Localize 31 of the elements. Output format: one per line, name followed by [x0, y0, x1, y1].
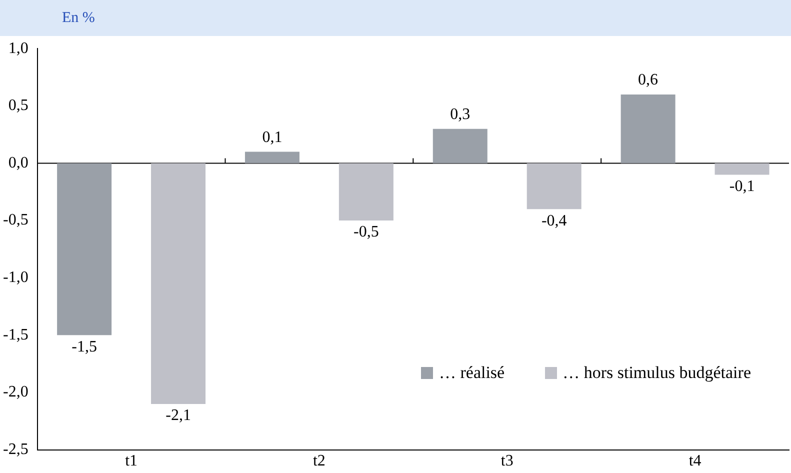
x-tick-label: t4	[688, 452, 702, 470]
data-label: -1,5	[72, 338, 97, 356]
data-label: -0,1	[729, 178, 755, 195]
y-axis-title: En %	[0, 0, 791, 36]
data-label: 0,3	[450, 106, 470, 124]
y-tick-label: -2,5	[3, 441, 28, 458]
y-tick-label: 0,0	[8, 154, 28, 172]
y-tick-label: -2,0	[3, 384, 28, 401]
x-tick-label: t3	[500, 452, 514, 470]
y-tick-label: 0,5	[8, 97, 28, 114]
x-tick-label: t2	[312, 452, 326, 470]
legend-label: … hors stimulus budgétaire	[562, 363, 751, 383]
data-label: -0,4	[541, 212, 567, 230]
bar	[714, 163, 770, 175]
data-label: 0,6	[638, 72, 658, 89]
data-label: 0,1	[262, 128, 282, 146]
bar	[338, 163, 394, 221]
y-tick-label: 1,0	[8, 40, 28, 57]
data-label: -2,1	[166, 407, 191, 424]
bar	[432, 128, 488, 164]
y-tick-label: -0,5	[3, 212, 28, 229]
data-label: -0,5	[354, 224, 379, 241]
y-tick-label: -1,5	[3, 326, 28, 344]
bar	[526, 163, 582, 210]
legend-label: … réalisé	[438, 363, 505, 383]
bar	[244, 152, 300, 164]
bar	[57, 163, 112, 336]
x-tick-label: t1	[125, 452, 138, 470]
bar	[620, 94, 676, 164]
bar	[151, 163, 206, 404]
y-tick-label: -1,0	[3, 269, 28, 286]
